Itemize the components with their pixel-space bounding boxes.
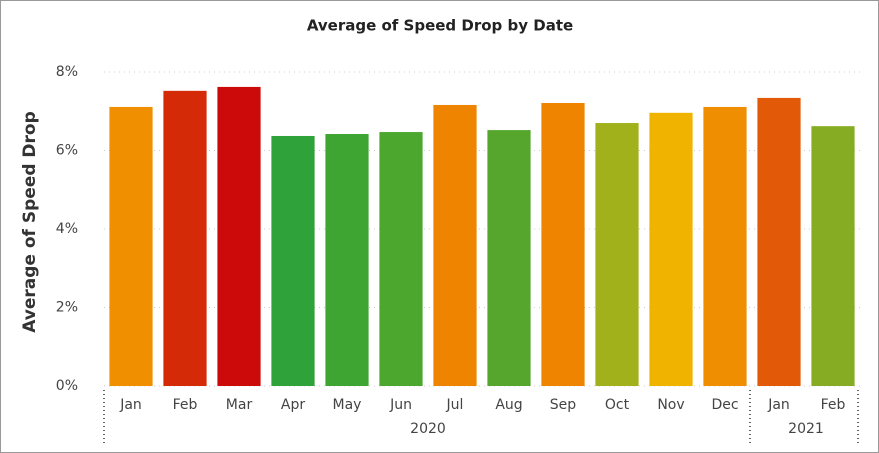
group-label: 2021 [788,421,824,437]
x-tick-label: Jun [389,397,412,413]
x-tick-label: Mar [226,397,253,413]
x-tick-label: Aug [495,397,522,413]
bar [109,106,153,387]
y-tick-label: 8% [56,64,78,80]
bar [433,104,477,386]
y-tick-label: 2% [56,300,78,316]
x-tick-label: Jan [767,397,790,413]
group-label: 2020 [410,421,446,437]
bar [811,126,855,386]
y-tick-label: 0% [56,378,78,394]
y-tick-label: 6% [56,143,78,159]
y-axis-label: Average of Speed Drop [20,111,40,333]
bar [595,123,639,387]
x-tick-label: Feb [173,397,198,413]
x-tick-label: Apr [281,397,305,413]
bar [325,134,369,386]
x-tick-label: Sep [550,397,577,413]
bar [541,103,585,386]
y-tick-label: 4% [56,221,78,237]
x-tick-label: Feb [821,397,846,413]
bar [379,132,423,386]
x-tick-label: Jul [446,397,464,413]
bar [163,90,207,386]
bar [271,135,315,386]
x-tick-label: Nov [657,397,684,413]
bar [217,86,261,386]
bar [703,106,747,387]
x-tick-label: Dec [711,397,738,413]
bar [649,112,693,386]
chart-title: Average of Speed Drop by Date [307,17,573,35]
bar [757,97,801,386]
x-tick-label: May [333,397,362,413]
x-tick-label: Jan [119,397,142,413]
x-tick-label: Oct [605,397,630,413]
bar [487,130,531,386]
